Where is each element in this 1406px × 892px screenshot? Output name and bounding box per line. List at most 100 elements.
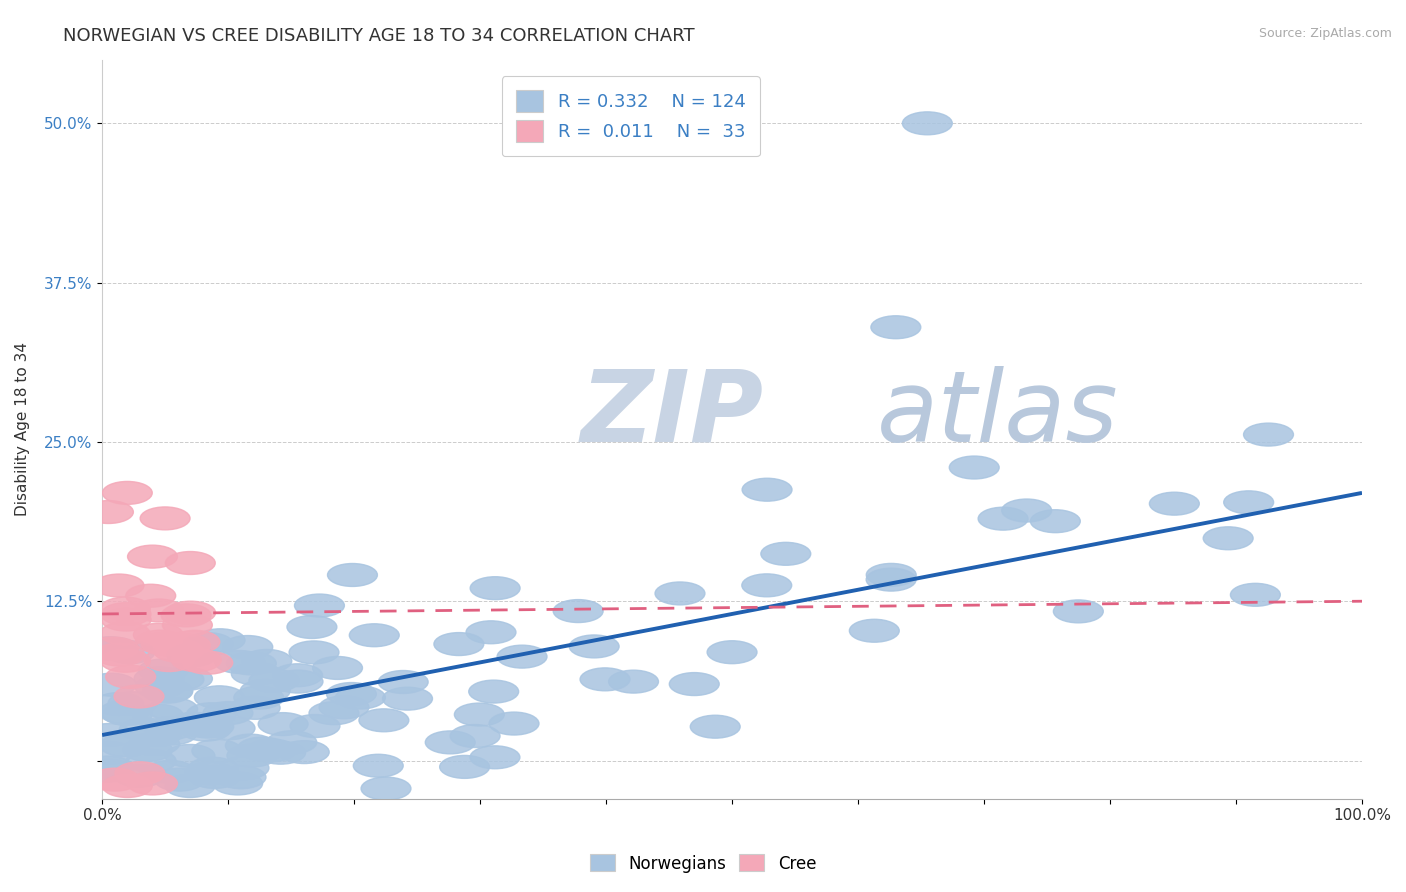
Ellipse shape bbox=[233, 686, 284, 709]
Ellipse shape bbox=[1031, 509, 1080, 533]
Ellipse shape bbox=[105, 665, 156, 689]
Ellipse shape bbox=[193, 739, 242, 763]
Ellipse shape bbox=[361, 777, 411, 800]
Ellipse shape bbox=[183, 632, 233, 656]
Ellipse shape bbox=[134, 705, 183, 727]
Ellipse shape bbox=[141, 632, 191, 656]
Ellipse shape bbox=[163, 614, 212, 637]
Ellipse shape bbox=[290, 714, 340, 738]
Ellipse shape bbox=[242, 649, 292, 673]
Ellipse shape bbox=[903, 112, 952, 135]
Y-axis label: Disability Age 18 to 34: Disability Age 18 to 34 bbox=[15, 343, 30, 516]
Ellipse shape bbox=[569, 635, 619, 658]
Ellipse shape bbox=[470, 746, 520, 769]
Ellipse shape bbox=[101, 603, 150, 625]
Ellipse shape bbox=[249, 669, 299, 692]
Ellipse shape bbox=[226, 652, 276, 675]
Ellipse shape bbox=[949, 456, 1000, 479]
Ellipse shape bbox=[135, 675, 184, 698]
Ellipse shape bbox=[129, 732, 180, 756]
Ellipse shape bbox=[425, 731, 475, 754]
Ellipse shape bbox=[103, 774, 152, 797]
Ellipse shape bbox=[122, 739, 173, 762]
Ellipse shape bbox=[155, 768, 204, 791]
Ellipse shape bbox=[287, 615, 337, 639]
Ellipse shape bbox=[83, 759, 134, 782]
Ellipse shape bbox=[328, 564, 377, 586]
Ellipse shape bbox=[89, 637, 139, 660]
Ellipse shape bbox=[866, 564, 917, 586]
Ellipse shape bbox=[138, 659, 188, 681]
Ellipse shape bbox=[184, 715, 233, 738]
Ellipse shape bbox=[172, 648, 221, 672]
Ellipse shape bbox=[160, 634, 211, 657]
Ellipse shape bbox=[166, 601, 215, 624]
Ellipse shape bbox=[186, 762, 235, 785]
Ellipse shape bbox=[309, 702, 359, 724]
Ellipse shape bbox=[273, 664, 322, 687]
Ellipse shape bbox=[100, 597, 150, 620]
Ellipse shape bbox=[222, 635, 273, 658]
Ellipse shape bbox=[134, 624, 183, 647]
Ellipse shape bbox=[256, 741, 305, 764]
Ellipse shape bbox=[468, 680, 519, 703]
Ellipse shape bbox=[267, 731, 316, 754]
Ellipse shape bbox=[84, 723, 134, 747]
Ellipse shape bbox=[849, 619, 900, 642]
Ellipse shape bbox=[1149, 492, 1199, 516]
Ellipse shape bbox=[1053, 600, 1104, 623]
Ellipse shape bbox=[94, 574, 143, 597]
Ellipse shape bbox=[465, 621, 516, 644]
Ellipse shape bbox=[114, 764, 165, 788]
Ellipse shape bbox=[163, 667, 212, 690]
Ellipse shape bbox=[86, 673, 136, 696]
Ellipse shape bbox=[273, 670, 323, 693]
Ellipse shape bbox=[98, 701, 149, 723]
Ellipse shape bbox=[707, 640, 756, 664]
Ellipse shape bbox=[143, 680, 193, 702]
Ellipse shape bbox=[231, 697, 280, 719]
Ellipse shape bbox=[742, 478, 792, 501]
Ellipse shape bbox=[215, 650, 264, 673]
Ellipse shape bbox=[226, 744, 277, 767]
Ellipse shape bbox=[167, 644, 217, 667]
Ellipse shape bbox=[319, 696, 368, 719]
Ellipse shape bbox=[194, 686, 245, 709]
Ellipse shape bbox=[83, 500, 134, 524]
Ellipse shape bbox=[450, 724, 501, 747]
Ellipse shape bbox=[155, 668, 204, 691]
Ellipse shape bbox=[183, 651, 233, 674]
Ellipse shape bbox=[188, 757, 238, 780]
Ellipse shape bbox=[170, 631, 219, 653]
Ellipse shape bbox=[101, 608, 150, 631]
Ellipse shape bbox=[312, 657, 363, 680]
Ellipse shape bbox=[240, 680, 290, 702]
Ellipse shape bbox=[353, 755, 404, 777]
Text: atlas: atlas bbox=[877, 366, 1119, 463]
Ellipse shape bbox=[153, 640, 204, 662]
Ellipse shape bbox=[440, 756, 489, 779]
Ellipse shape bbox=[195, 629, 245, 652]
Ellipse shape bbox=[94, 643, 145, 666]
Ellipse shape bbox=[349, 624, 399, 647]
Ellipse shape bbox=[870, 316, 921, 339]
Ellipse shape bbox=[326, 682, 377, 706]
Ellipse shape bbox=[148, 722, 197, 745]
Ellipse shape bbox=[866, 568, 917, 591]
Ellipse shape bbox=[134, 599, 184, 622]
Ellipse shape bbox=[655, 582, 704, 605]
Ellipse shape bbox=[336, 686, 385, 709]
Ellipse shape bbox=[979, 508, 1028, 530]
Ellipse shape bbox=[83, 741, 134, 764]
Ellipse shape bbox=[94, 692, 143, 715]
Ellipse shape bbox=[142, 681, 193, 703]
Ellipse shape bbox=[105, 640, 155, 664]
Ellipse shape bbox=[103, 703, 152, 725]
Text: ZIP: ZIP bbox=[581, 366, 763, 463]
Ellipse shape bbox=[581, 668, 630, 690]
Ellipse shape bbox=[290, 641, 339, 664]
Ellipse shape bbox=[742, 574, 792, 597]
Ellipse shape bbox=[382, 687, 433, 710]
Ellipse shape bbox=[148, 698, 198, 721]
Ellipse shape bbox=[294, 594, 344, 617]
